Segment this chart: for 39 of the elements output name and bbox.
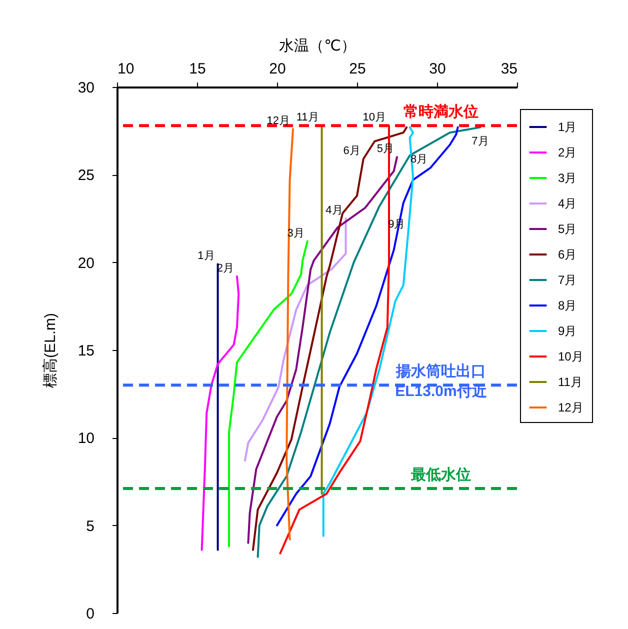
y-tick-label: 25	[78, 167, 94, 184]
legend-label: 3月	[558, 171, 577, 185]
y-tick-label: 0	[86, 606, 94, 622]
legend-label: 4月	[558, 196, 577, 210]
y-tick-label: 5	[86, 518, 94, 535]
legend-label: 11月	[558, 375, 582, 389]
y-axis-title: 標高(EL.m)	[42, 312, 59, 388]
legend-label: 2月	[558, 146, 577, 160]
ref-line-label: 常時満水位	[404, 104, 478, 121]
y-tick-label: 10	[78, 430, 94, 448]
legend-label: 7月	[558, 273, 577, 287]
legend-label: 5月	[558, 222, 577, 236]
legend-label: 6月	[558, 248, 577, 262]
legend-label: 9月	[558, 324, 577, 338]
annotation: 11月	[296, 112, 319, 124]
x-axis-title: 水温（℃）	[279, 38, 356, 54]
annotation: 1月	[198, 250, 215, 262]
annotation: 12月	[266, 115, 290, 128]
annotation: 7月	[472, 135, 489, 148]
legend-label: 10月	[558, 350, 584, 364]
x-tick-label: 30	[429, 60, 446, 78]
y-tick-label: 15	[78, 342, 94, 360]
line-series	[200, 275, 240, 551]
legend-label: 1月	[558, 120, 577, 134]
y-tick-label: 30	[78, 80, 94, 96]
annotation: 10月	[362, 112, 386, 124]
x-tick-label: 20	[269, 60, 286, 78]
ref-line-label: 最低水位	[410, 466, 471, 484]
x-tick-label: 25	[349, 60, 366, 78]
annotation: 6月	[343, 144, 360, 157]
x-tick-label: 35	[500, 60, 518, 78]
line-series	[286, 128, 294, 540]
x-tick-label: 15	[189, 60, 206, 78]
annotation: 4月	[326, 204, 343, 216]
legend-label: 8月	[558, 298, 577, 312]
legend-label: 12月	[558, 400, 584, 414]
line-series	[244, 218, 347, 462]
y-tick-label: 20	[78, 254, 94, 272]
x-tick-label: 10	[118, 60, 134, 78]
